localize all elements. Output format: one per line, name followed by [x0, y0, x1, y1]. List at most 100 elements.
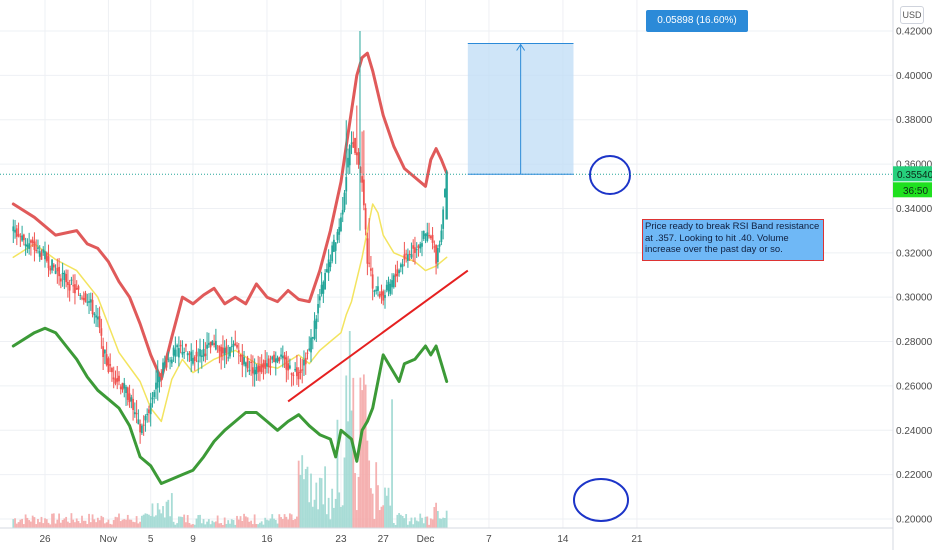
- candle-body: [185, 343, 187, 347]
- candle-body: [269, 366, 272, 368]
- price-tick-label: 0.20000: [896, 515, 932, 526]
- volume-bar: [160, 513, 163, 528]
- volume-bar: [382, 505, 385, 528]
- candle-body: [169, 360, 171, 362]
- volume-bar: [385, 495, 388, 528]
- candle-body: [65, 274, 68, 283]
- candle-body: [421, 243, 423, 247]
- candle-body: [95, 315, 97, 318]
- candle-body: [148, 409, 150, 414]
- volume-bar: [28, 520, 31, 528]
- candle-body: [331, 245, 334, 262]
- candle-body: [378, 293, 381, 298]
- volume-bar: [98, 520, 101, 528]
- volume-bar: [140, 515, 143, 528]
- volume-bar: [348, 331, 351, 528]
- volume-bar: [317, 509, 319, 528]
- volume-bar: [86, 524, 89, 528]
- candle-body: [281, 355, 284, 359]
- candle-body: [262, 363, 265, 368]
- candle-body: [111, 368, 113, 373]
- volume-bar: [407, 524, 409, 528]
- volume-bar: [280, 517, 282, 528]
- volume-bar: [435, 502, 437, 528]
- highlight-circles: [573, 155, 631, 522]
- volume-bar: [297, 460, 300, 528]
- candle-body: [183, 352, 186, 354]
- candle-body: [19, 236, 22, 238]
- candle-body: [320, 284, 323, 295]
- candle-body: [209, 341, 212, 348]
- candle-body: [301, 369, 304, 371]
- volume-bar: [169, 516, 171, 528]
- volume-bar: [121, 519, 124, 528]
- candle-body: [296, 367, 298, 377]
- measure-tool: [467, 42, 574, 175]
- candle-body: [93, 313, 96, 316]
- candle-body: [407, 254, 409, 261]
- volume-bar: [433, 507, 436, 528]
- volume-bar: [333, 507, 335, 528]
- candle-body: [415, 249, 418, 251]
- volume-bar: [415, 520, 418, 528]
- candle-body: [345, 177, 348, 192]
- volume-bar: [177, 516, 180, 528]
- volume-bar: [156, 503, 159, 528]
- volume-bar: [380, 506, 383, 528]
- volume-bar: [294, 519, 297, 528]
- candle-body: [364, 207, 367, 230]
- volume-bar: [287, 519, 290, 528]
- candle-body: [414, 247, 416, 253]
- candle-body: [375, 289, 378, 292]
- candle-body: [385, 284, 388, 291]
- candle-body: [15, 228, 18, 237]
- candle-body: [31, 239, 34, 243]
- volume-bar: [405, 514, 408, 528]
- candle-body: [426, 232, 429, 241]
- volume-bar: [88, 513, 90, 528]
- volume-bar: [35, 524, 38, 528]
- candle-body: [303, 359, 305, 366]
- candle-body: [190, 351, 193, 362]
- price-tick-label: 0.40000: [896, 71, 932, 82]
- volume-bar: [299, 475, 302, 528]
- volume-bar: [126, 514, 129, 528]
- candle-body: [28, 243, 31, 249]
- volume-bar: [149, 516, 152, 528]
- candle-body: [216, 351, 219, 353]
- candle-body: [79, 295, 82, 297]
- volume-bar: [31, 515, 34, 528]
- candle-body: [445, 174, 448, 220]
- date-tick-label: 21: [631, 534, 643, 545]
- volume-bar: [165, 501, 168, 528]
- candle-body: [294, 368, 297, 371]
- candle-body: [306, 352, 309, 354]
- candle-body: [204, 353, 207, 357]
- volume-bar: [389, 505, 392, 528]
- volume-bar: [246, 517, 249, 528]
- candle-body: [21, 235, 23, 241]
- volume-bar: [148, 514, 150, 528]
- candle-body: [52, 264, 55, 268]
- candle-body: [403, 254, 406, 260]
- volume-bar: [237, 519, 240, 528]
- candle-body: [371, 274, 374, 289]
- candle-body: [114, 378, 117, 384]
- candle-body: [343, 192, 346, 210]
- price-tick-label: 0.26000: [896, 381, 932, 392]
- candle-body: [347, 157, 349, 168]
- candle-body: [241, 354, 244, 366]
- candle-body: [310, 337, 312, 353]
- candle-body: [214, 340, 217, 350]
- price-tick-label: 0.22000: [896, 470, 932, 481]
- currency-button[interactable]: USD: [900, 6, 924, 24]
- date-tick-label: 14: [557, 534, 569, 545]
- candle-body: [102, 346, 105, 358]
- candle-body: [197, 360, 200, 362]
- lower-band-series: [11, 326, 449, 485]
- candle-body: [292, 374, 295, 376]
- candle-body: [67, 281, 69, 285]
- candle-body: [251, 367, 254, 374]
- candle-body: [58, 266, 60, 277]
